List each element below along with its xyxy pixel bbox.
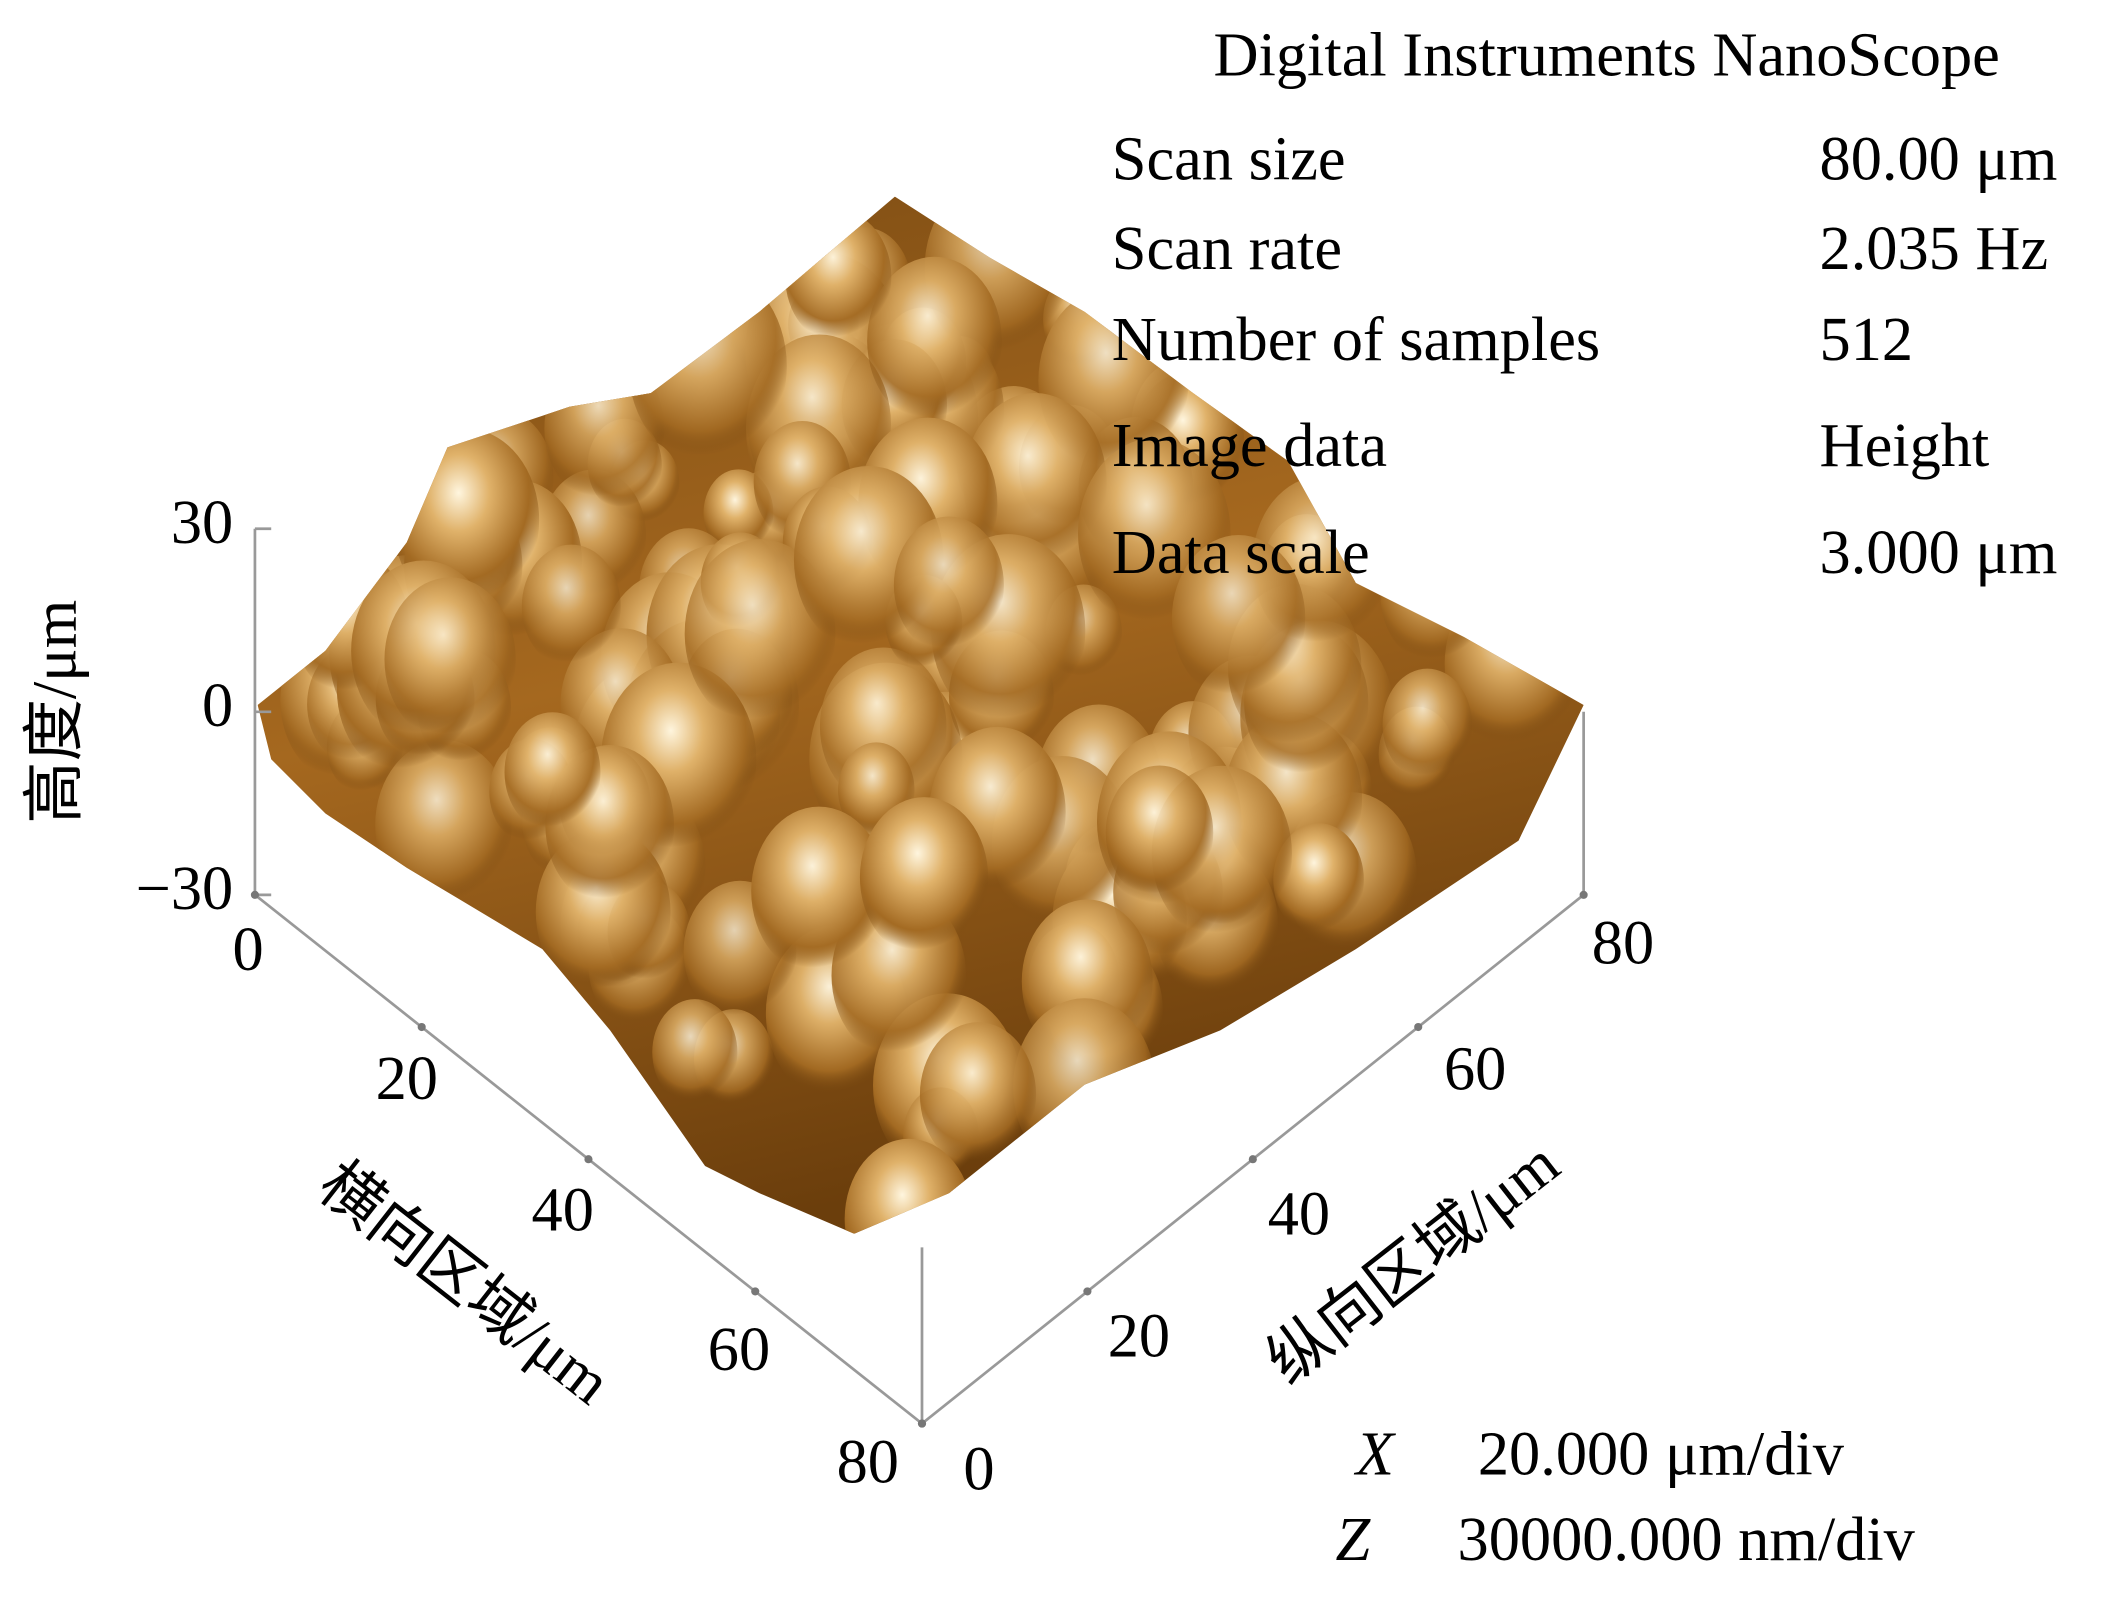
x-tick <box>751 1287 760 1296</box>
surface-bump <box>1171 534 1306 702</box>
surface-bump <box>919 1022 1037 1168</box>
y-tick <box>1083 1287 1092 1296</box>
surface-bump <box>1380 524 1493 665</box>
x-tick-label: 40 <box>532 1175 594 1244</box>
surface-bump <box>375 739 512 911</box>
y-tick-label: 20 <box>1108 1302 1170 1371</box>
parameter-value: 3.000 μm <box>1820 518 2058 587</box>
parameter-value: 2.035 Hz <box>1820 214 2049 283</box>
y-tick-label: 40 <box>1268 1180 1330 1249</box>
surface-bump <box>1382 668 1473 781</box>
y-tick <box>1579 890 1588 899</box>
surface-bump <box>504 712 601 833</box>
parameter-label: Scan size <box>1112 125 1346 194</box>
x-tick-label: 80 <box>837 1428 899 1497</box>
parameter-label: Image data <box>1112 411 1387 480</box>
parameter-value: Height <box>1820 411 1990 480</box>
surface-bump <box>859 797 989 958</box>
parameter-label: Data scale <box>1112 518 1370 587</box>
y-tick <box>1414 1022 1423 1032</box>
x-tick-label: 60 <box>708 1315 770 1384</box>
parameter-label: Scan rate <box>1112 214 1342 283</box>
x-tick-label: 20 <box>376 1044 438 1113</box>
z-tick-label: −30 <box>136 854 234 923</box>
surface-bump <box>521 544 621 669</box>
y-tick <box>917 1419 927 1428</box>
z-tick-label: 0 <box>202 671 233 740</box>
parameter-value: 512 <box>1820 305 1914 374</box>
surface-bump <box>1105 765 1214 900</box>
x-tick <box>417 1022 426 1032</box>
x-tick <box>250 890 259 899</box>
parameter-label: Number of samples <box>1112 305 1600 374</box>
surface-bump <box>844 1138 973 1234</box>
y-tick <box>1248 1155 1257 1164</box>
x-tick-label: 0 <box>233 915 264 984</box>
surface-bump <box>384 577 516 742</box>
surface-bump <box>628 267 787 466</box>
surface-bump <box>1273 823 1364 937</box>
y-tick-label: 0 <box>963 1434 994 1503</box>
scale-value: 20.000 μm/div <box>1478 1420 1845 1489</box>
title: Digital Instruments NanoScope <box>1214 20 2000 89</box>
y-tick-label: 80 <box>1592 908 1654 977</box>
z-tick-label: 30 <box>171 488 233 557</box>
z-axis-title: 高度/μm <box>20 600 89 824</box>
surface-bump <box>785 210 892 344</box>
scale-axis: X <box>1353 1420 1397 1489</box>
scale-axis: Z <box>1336 1505 1372 1574</box>
x-tick <box>584 1155 593 1164</box>
surface-bump <box>963 393 1107 573</box>
surface-bump <box>893 516 1004 654</box>
surface-bump <box>867 256 1002 426</box>
y-axis-title: 纵向区域/μm <box>1254 1128 1571 1397</box>
surface-bump <box>652 999 738 1106</box>
y-tick-label: 60 <box>1444 1034 1506 1103</box>
surface-bump <box>751 806 887 976</box>
scale-value: 30000.000 nm/div <box>1458 1505 1916 1574</box>
parameter-value: 80.00 μm <box>1820 125 2058 194</box>
